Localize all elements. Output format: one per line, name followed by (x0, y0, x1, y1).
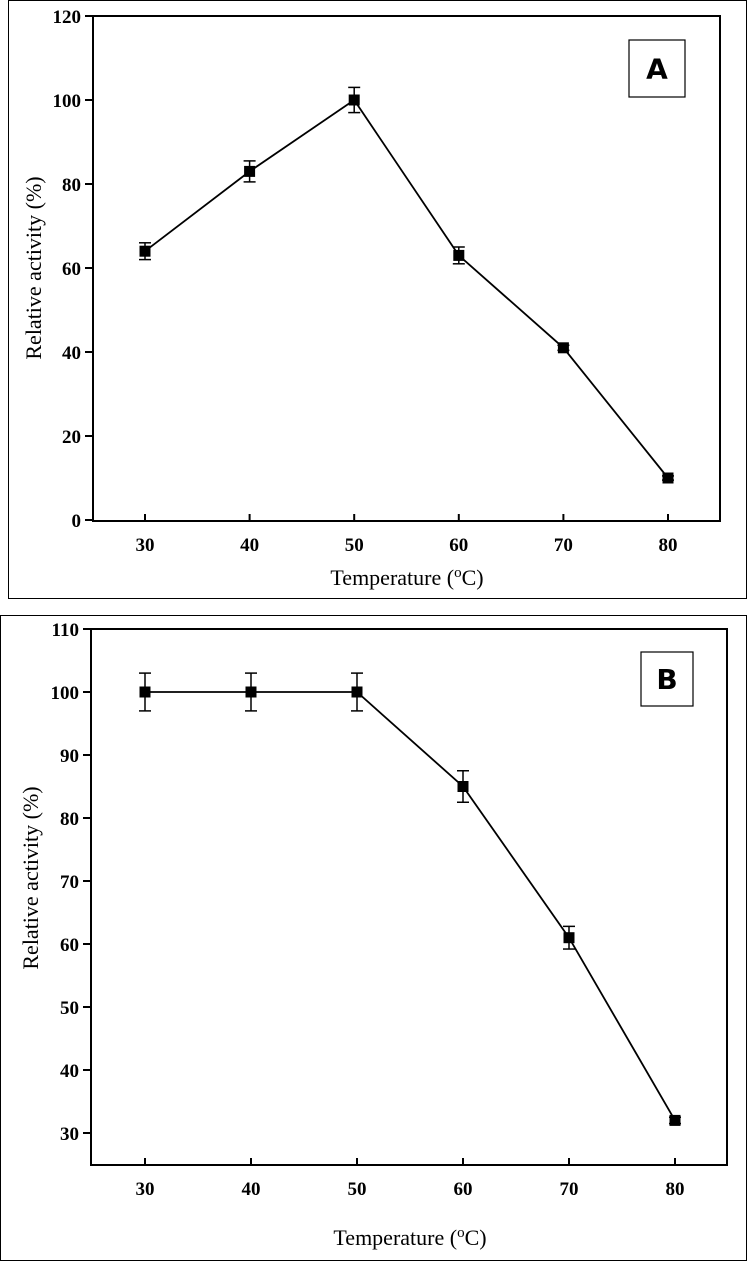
y-axis-label: Relative activity (%) (18, 786, 43, 969)
plot-area-frame (90, 628, 728, 1166)
series-line (144, 98, 669, 479)
chart-panel-a: 30 40 50 60 70 80 0 20 40 60 80 100 120 Relative acti… (21, 7, 721, 590)
y-tick-label: 60 (62, 259, 81, 280)
data-point (351, 686, 363, 698)
data-point (244, 165, 256, 177)
panel-label: B (656, 663, 677, 696)
chart-panel-b: 30 40 50 60 70 80 30 40 50 60 70 80 90 100 110 Relative… (18, 620, 728, 1250)
y-axis-label: Relative activity (%) (21, 176, 46, 359)
data-point (348, 94, 360, 106)
y-tick-label: 70 (60, 872, 79, 893)
x-tick-label: 40 (240, 535, 259, 556)
y-tick-label: 100 (53, 91, 82, 112)
y-tick-label: 110 (52, 620, 79, 641)
x-tick-label: 30 (136, 1179, 155, 1200)
x-tick-label: 80 (659, 535, 678, 556)
data-point (557, 342, 569, 354)
y-tick-label: 50 (60, 998, 79, 1019)
y-tick-label: 30 (60, 1124, 79, 1145)
y-tick-label: 80 (62, 175, 81, 196)
y-tick-label: 80 (60, 809, 79, 830)
data-point (669, 1114, 681, 1126)
data-point (457, 781, 469, 792)
x-axis-label: Temperature (oC) (333, 1225, 486, 1250)
x-tick-label: 70 (554, 535, 573, 556)
data-point (139, 245, 151, 257)
data-point (139, 686, 151, 698)
y-tick-label: 20 (62, 427, 81, 448)
x-tick-label: 50 (348, 1179, 367, 1200)
y-tick-label: 120 (53, 7, 82, 28)
y-tick-label: 0 (72, 511, 82, 532)
x-tick-label: 60 (454, 1179, 473, 1200)
x-tick-label: 40 (242, 1179, 261, 1200)
x-axis-label: Temperature (oC) (330, 565, 483, 590)
panel-label-box (640, 651, 694, 707)
data-point (453, 249, 465, 261)
x-tick-label: 60 (449, 535, 468, 556)
y-tick-label: 40 (60, 1061, 79, 1082)
x-tick-label: 70 (560, 1179, 579, 1200)
data-point (662, 472, 674, 484)
x-tick-label: 80 (666, 1179, 685, 1200)
plot-area-frame (92, 15, 721, 522)
panel-label-box (628, 39, 686, 98)
panel-label: A (646, 53, 668, 86)
y-tick-label: 60 (60, 935, 79, 956)
data-point (563, 932, 575, 944)
y-tick-label: 40 (62, 343, 81, 364)
y-tick-label: 100 (51, 683, 80, 704)
series-line (145, 691, 676, 1121)
x-tick-label: 30 (136, 535, 155, 556)
y-tick-label: 90 (60, 746, 79, 767)
data-point (245, 686, 257, 698)
x-tick-label: 50 (345, 535, 364, 556)
